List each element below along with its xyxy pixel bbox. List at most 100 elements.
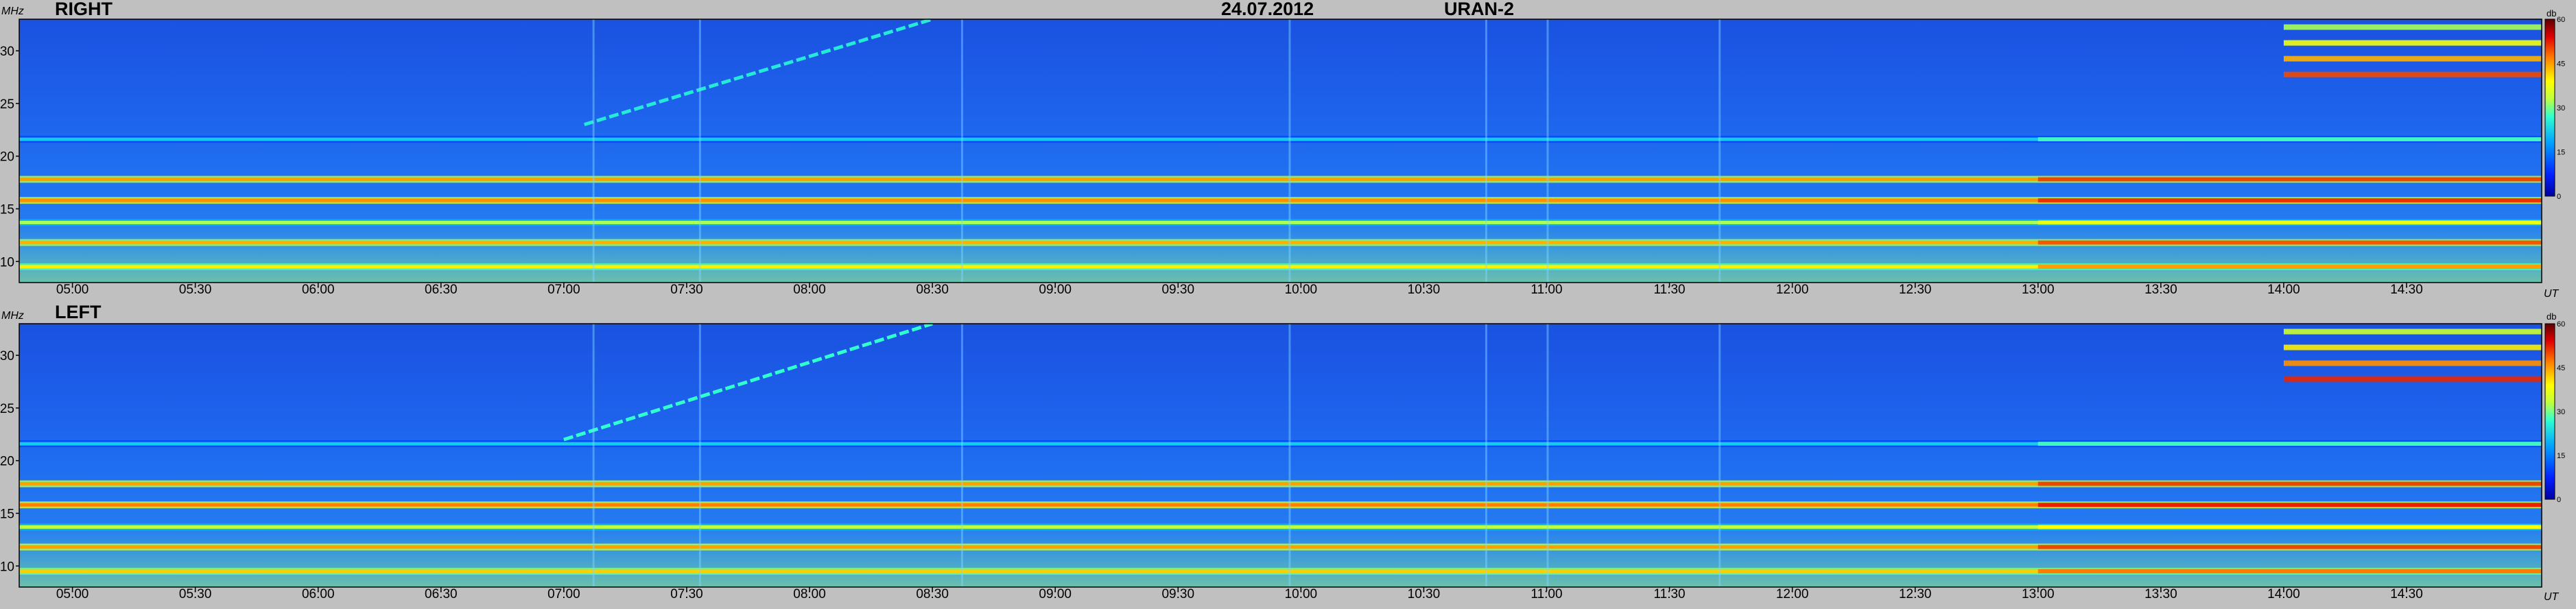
colorbar-tick-label-0: 0 (2557, 193, 2561, 201)
interference-line-2 (960, 324, 963, 587)
y-tick-label-4: 30 (0, 349, 14, 363)
date-label: 24.07.2012 (1221, 0, 1314, 19)
x-tick-label-1: 05:30 (179, 587, 212, 601)
x-tick-label-2: 06:00 (302, 283, 335, 297)
instrument-label: URAN-2 (1444, 0, 1515, 19)
band-0 (19, 265, 2542, 269)
y-tick-label-3: 25 (0, 97, 14, 112)
burst-1-row-2 (2283, 344, 2542, 350)
x-tick-label-13: 11:30 (1653, 283, 1685, 297)
drifting-burst-0 (563, 322, 933, 442)
burst-1-row-3 (2283, 329, 2542, 335)
band-5 (19, 442, 2542, 446)
x-tick-label-6: 08:00 (793, 283, 826, 297)
interference-line-6 (1718, 19, 1721, 283)
x-tick-label-8: 09:00 (1039, 283, 1072, 297)
x-tick-label-18: 14:00 (2267, 283, 2300, 297)
x-tick-label-15: 12:30 (1899, 587, 1932, 601)
burst-1-row-0 (2283, 71, 2542, 77)
band-afternoon-3 (2037, 198, 2542, 203)
x-tick-label-18: 14:00 (2267, 587, 2300, 601)
y-tick-label-2: 20 (0, 150, 14, 165)
x-tick-label-15: 12:30 (1899, 283, 1932, 297)
band-afternoon-1 (2037, 240, 2542, 245)
burst-1-row-1 (2283, 360, 2542, 366)
y-tick-label-0: 10 (0, 255, 14, 270)
y-tick-label-3: 25 (0, 402, 14, 416)
x-tick-label-6: 08:00 (793, 587, 826, 601)
x-tick-label-4: 07:00 (547, 587, 580, 601)
interference-line-5 (1546, 19, 1549, 283)
panel-title-left: LEFT (55, 302, 102, 322)
interference-line-0 (592, 324, 595, 587)
band-afternoon-2 (2037, 220, 2542, 225)
band-3 (19, 503, 2542, 507)
y-tick-label-4: 30 (0, 45, 14, 59)
interference-line-1 (698, 324, 701, 587)
interference-line-0 (592, 19, 595, 283)
interference-line-1 (698, 19, 701, 283)
plot-frame (19, 323, 2542, 588)
colorbar-tick-label-4: 60 (2557, 16, 2565, 24)
band-4 (19, 177, 2542, 181)
band-3 (19, 198, 2542, 202)
interference-line-4 (1485, 324, 1487, 587)
burst-1-row-1 (2283, 56, 2542, 62)
x-tick-label-8: 09:00 (1039, 587, 1072, 601)
spectrogram-panel-0: 05:00 05:30 06:00 06:30 07:00 07:30 08:00 08:30… (0, 16, 2565, 297)
drifting-burst-0 (584, 17, 933, 126)
band-2 (19, 220, 2542, 224)
plot-frame (19, 19, 2542, 283)
x-tick-label-9: 09:30 (1161, 587, 1194, 601)
x-tick-label-10: 10:00 (1285, 283, 1318, 297)
colorbar-tick-label-2: 30 (2557, 104, 2565, 112)
band-afternoon-5 (2037, 137, 2542, 142)
colorbar-tick-label-4: 60 (2557, 320, 2565, 329)
freq-unit-label-left: MHz (1, 310, 24, 322)
x-tick-label-5: 07:30 (670, 587, 703, 601)
x-tick-label-16: 13:00 (2022, 283, 2055, 297)
x-tick-label-4: 07:00 (547, 283, 580, 297)
band-2 (19, 525, 2542, 529)
band-afternoon-0 (2037, 569, 2542, 573)
interference-line-3 (1288, 19, 1291, 283)
y-tick-label-1: 15 (0, 507, 14, 521)
x-tick-label-12: 11:00 (1531, 283, 1562, 297)
y-tick-label-1: 15 (0, 202, 14, 217)
band-afternoon-2 (2037, 525, 2542, 529)
band-afternoon-3 (2037, 503, 2542, 508)
y-tick-label-0: 10 (0, 560, 14, 574)
x-tick-label-7: 08:30 (916, 283, 949, 297)
x-tick-label-12: 11:00 (1531, 587, 1562, 601)
panel-title-right: RIGHT (55, 0, 113, 19)
band-1 (19, 241, 2542, 245)
freq-unit-label-right: MHz (1, 5, 24, 17)
x-tick-label-14: 12:00 (1776, 283, 1809, 297)
colorbar-unit-label-left: db (2547, 311, 2557, 322)
burst-1-row-2 (2283, 40, 2542, 46)
band-afternoon-5 (2037, 442, 2542, 446)
band-4 (19, 481, 2542, 486)
x-tick-label-17: 13:30 (2144, 587, 2177, 601)
colorbar-tick-label-1: 15 (2557, 149, 2565, 157)
band-afternoon-4 (2037, 481, 2542, 486)
x-tick-label-0: 05:00 (56, 283, 89, 297)
x-tick-label-3: 06:30 (425, 283, 458, 297)
colorbar-tick-label-1: 15 (2557, 452, 2565, 460)
band-afternoon-4 (2037, 177, 2542, 182)
low-frequency-glow (19, 219, 2542, 283)
colorbar-tick-label-3: 45 (2557, 364, 2565, 372)
x-tick-label-0: 05:00 (56, 587, 89, 601)
x-tick-label-5: 07:30 (670, 283, 703, 297)
y-tick-label-2: 20 (0, 455, 14, 469)
band-0 (19, 569, 2542, 573)
colorbar-tick-label-2: 30 (2557, 408, 2565, 416)
x-tick-label-11: 10:30 (1408, 283, 1441, 297)
x-tick-label-19: 14:30 (2390, 587, 2423, 601)
x-tick-label-10: 10:00 (1285, 587, 1318, 601)
band-afternoon-1 (2037, 545, 2542, 549)
x-tick-label-16: 13:00 (2022, 587, 2055, 601)
colorbar-unit-label-right: db (2547, 8, 2557, 19)
